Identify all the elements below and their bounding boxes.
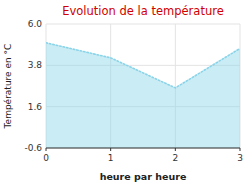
chart: 0 1 2 3 -0.6 1.6 3.8 6.0 Evolution de la tempéra… [0,0,250,188]
x-tick [240,148,241,151]
x-tick-label: 0 [43,153,49,163]
plot-area [46,43,240,148]
grid-line-y [46,24,240,25]
area [46,43,240,148]
y-tick-label: -0.6 [24,143,42,153]
x-tick-label: 3 [237,153,243,163]
grid-line-y [46,148,240,149]
grid [46,24,240,148]
axes: 0 1 2 3 -0.6 1.6 3.8 6.0 [24,19,242,163]
background [0,0,250,188]
chart-container: 0 1 2 3 -0.6 1.6 3.8 6.0 Evolution de la tempéra… [0,0,250,188]
x-axis-line [46,148,240,149]
y-tick-label: 3.8 [28,60,43,70]
y-tick-label: 6.0 [28,19,43,29]
x-axis-label: heure par heure [100,171,187,182]
x-tick [46,148,47,151]
x-tick [175,148,176,151]
title: Evolution de la température [62,4,224,18]
x-tick [110,148,111,151]
y-axis-label: Température en °C [3,44,13,130]
y-tick-label: 1.6 [28,102,43,112]
x-tick-label: 1 [108,153,114,163]
line [46,43,240,88]
x-tick-label: 2 [172,153,178,163]
